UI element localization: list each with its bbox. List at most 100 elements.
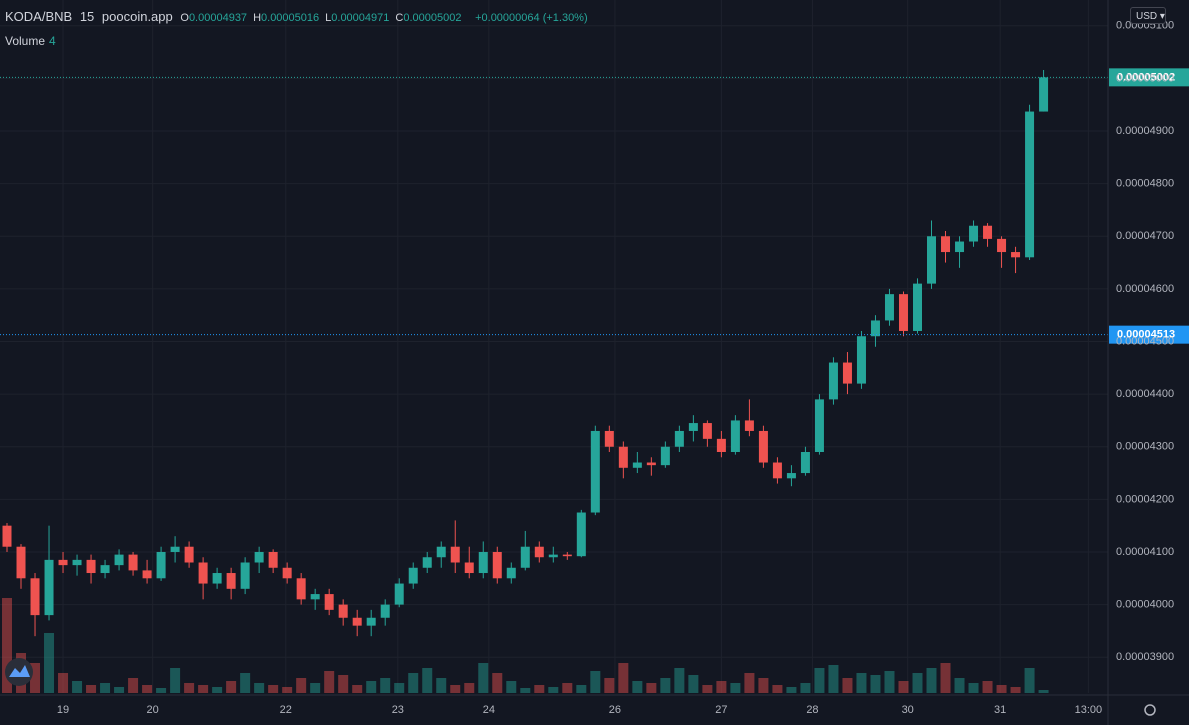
- candle-body: [898, 294, 908, 331]
- candle-body: [72, 559, 82, 566]
- candle-body: [142, 570, 152, 579]
- candle-body: [870, 320, 880, 337]
- x-tick-label: 31: [994, 704, 1006, 716]
- candle-body: [226, 573, 236, 589]
- volume-bar: [170, 668, 181, 693]
- volume-bar: [100, 683, 111, 693]
- volume-bar: [646, 683, 657, 693]
- volume-bar: [786, 687, 797, 693]
- candle-body: [646, 462, 656, 466]
- candle-body: [184, 546, 194, 563]
- volume-bar: [996, 685, 1007, 693]
- y-tick-label: 0.00004200: [1116, 493, 1174, 505]
- candle-body: [800, 452, 810, 474]
- candle-body: [716, 438, 726, 453]
- volume-bar: [296, 678, 307, 693]
- volume-bar: [982, 681, 993, 693]
- candle-body: [576, 512, 586, 557]
- candle-body: [58, 559, 68, 566]
- candle-body: [786, 473, 796, 479]
- currency[interactable]: USD: [1136, 11, 1158, 22]
- volume-bar: [632, 681, 643, 693]
- volume-bar: [324, 671, 335, 693]
- change: +0.00000064 (+1.30%): [475, 12, 588, 24]
- volume-bar: [940, 663, 951, 693]
- volume-bar: [744, 673, 755, 693]
- candle-body: [562, 554, 572, 557]
- volume-bar: [674, 668, 685, 693]
- overlay: 0.00005002 0.00004513: [0, 68, 1189, 344]
- volume-bar: [142, 685, 153, 693]
- candle-body: [590, 430, 600, 513]
- volume-bar: [1024, 668, 1035, 693]
- candle-body: [548, 554, 558, 558]
- volume-bar: [562, 683, 573, 693]
- volume-bar: [408, 673, 419, 693]
- volume-bar: [338, 675, 349, 693]
- candle-body: [744, 420, 754, 431]
- settings-button[interactable]: [1144, 704, 1156, 716]
- x-tick-label: 24: [483, 704, 495, 716]
- volume-bar: [856, 673, 867, 693]
- candle-body: [983, 225, 993, 239]
- candle-body: [212, 573, 222, 584]
- candle-body: [927, 236, 937, 284]
- legend: KODA/BNB 15 poocoin.app O0.00004937 H0.00…: [5, 9, 594, 24]
- volume-bar: [72, 681, 83, 693]
- candle-body: [422, 557, 432, 568]
- volume-bar: [184, 683, 195, 693]
- volume-bar: [156, 688, 167, 693]
- candle-body: [338, 604, 348, 618]
- logo[interactable]: [5, 658, 33, 686]
- candle-body: [380, 604, 390, 618]
- candle-body: [394, 583, 404, 605]
- currency-button[interactable]: USD ▾: [1130, 7, 1166, 24]
- candle-body: [478, 551, 488, 574]
- y-tick-label: 0.00004600: [1116, 283, 1174, 295]
- volume-bar: [86, 685, 97, 693]
- volume-bar: [716, 681, 727, 693]
- candle-body: [828, 362, 838, 400]
- candle-body: [688, 423, 698, 431]
- volume-bar: [870, 675, 881, 693]
- volume-bar: [198, 685, 209, 693]
- volume-bar: [58, 673, 69, 693]
- x-tick-label: 22: [280, 704, 292, 716]
- settings-icon[interactable]: [1144, 704, 1156, 716]
- candle-body: [170, 546, 180, 552]
- volume-bar: [506, 681, 517, 693]
- candle-body: [408, 567, 418, 584]
- volume-bar: [660, 678, 671, 693]
- candle-body: [969, 225, 979, 242]
- volume-value: 4: [49, 34, 56, 48]
- volume-bar: [576, 685, 587, 693]
- x-tick-label: 20: [147, 704, 159, 716]
- volume-bar: [618, 663, 629, 693]
- x-tick-label: 13:00: [1075, 704, 1103, 716]
- volume-bar: [478, 663, 489, 693]
- volume-bar: [926, 668, 937, 693]
- volume-bar: [1010, 687, 1021, 693]
- y-tick-label: 0.00004800: [1116, 178, 1174, 190]
- y-tick-label: 0.00003900: [1116, 651, 1174, 663]
- candle-body: [702, 423, 712, 439]
- candle-body: [814, 399, 824, 453]
- ohlc-key: O: [180, 12, 189, 24]
- candle-body: [674, 430, 684, 447]
- candle-body: [366, 617, 376, 626]
- candle-body: [730, 420, 740, 453]
- y-tick-label: 0.00005000: [1116, 72, 1174, 84]
- x-tick-label: 23: [392, 704, 404, 716]
- volume-bar: [842, 678, 853, 693]
- volume-bar: [422, 668, 433, 693]
- candle-body: [1039, 77, 1049, 112]
- candle-body: [156, 551, 166, 579]
- volume-bar: [2, 598, 13, 693]
- x-tick-label: 26: [609, 704, 621, 716]
- price-label: 0.00004513: [1117, 329, 1175, 341]
- logo-icon[interactable]: [9, 665, 30, 677]
- candle-body: [604, 430, 614, 447]
- candle-body: [282, 567, 292, 579]
- volume-bar: [436, 678, 447, 693]
